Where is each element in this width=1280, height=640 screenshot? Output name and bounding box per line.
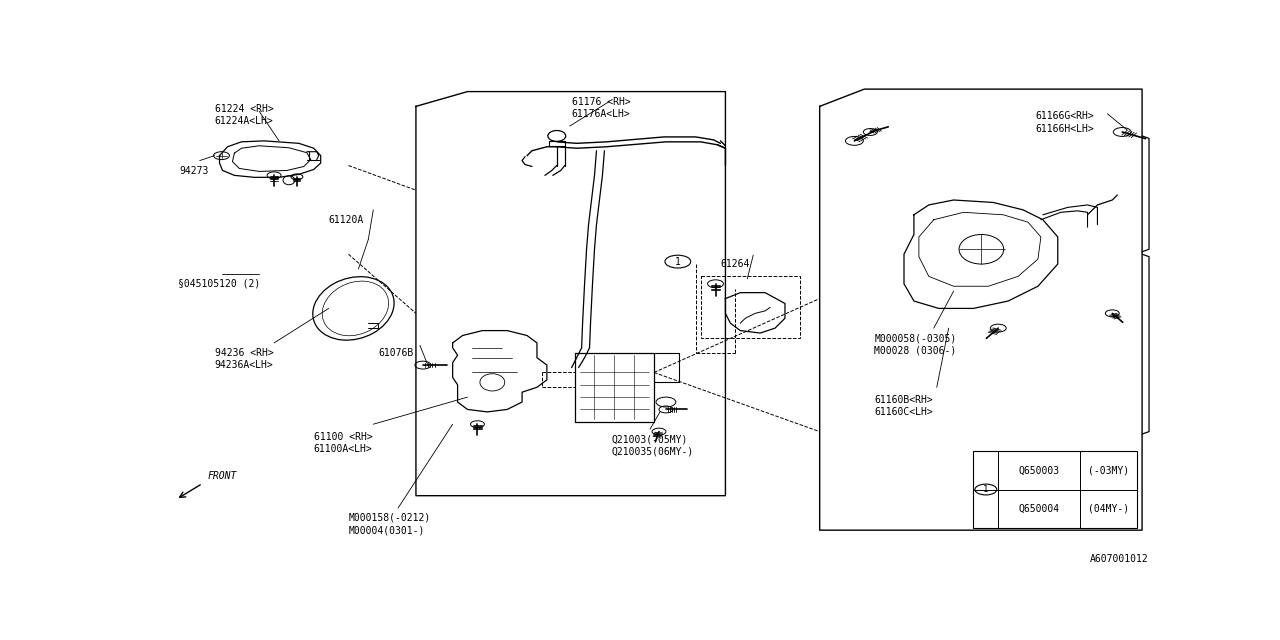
Text: (04MY-): (04MY-) (1088, 504, 1129, 514)
Text: 61166G<RH>
61166H<LH>: 61166G<RH> 61166H<LH> (1036, 111, 1093, 134)
Text: M000058(-0305)
M00028 (0306-): M000058(-0305) M00028 (0306-) (874, 333, 956, 355)
Text: (-03MY): (-03MY) (1088, 465, 1129, 476)
Text: 94273: 94273 (179, 166, 209, 175)
Text: Q650003: Q650003 (1019, 465, 1060, 476)
Text: Q650004: Q650004 (1019, 504, 1060, 514)
Text: 61076B: 61076B (379, 348, 413, 358)
Text: 94236 <RH>
94236A<LH>: 94236 <RH> 94236A<LH> (215, 348, 274, 370)
Text: Q21003(-05MY)
Q210035(06MY-): Q21003(-05MY) Q210035(06MY-) (612, 434, 694, 456)
Text: A607001012: A607001012 (1091, 554, 1149, 564)
Text: 61224 <RH>
61224A<LH>: 61224 <RH> 61224A<LH> (215, 104, 274, 126)
Text: FRONT: FRONT (207, 471, 237, 481)
Text: 61100 <RH>
61100A<LH>: 61100 <RH> 61100A<LH> (314, 431, 372, 454)
Text: 61176 <RH>
61176A<LH>: 61176 <RH> 61176A<LH> (572, 97, 631, 119)
Text: §045105120 (2): §045105120 (2) (178, 279, 260, 289)
Text: 61160B<RH>
61160C<LH>: 61160B<RH> 61160C<LH> (874, 395, 933, 417)
Text: 1: 1 (983, 485, 988, 494)
Text: M000158(-0212)
M00004(0301-): M000158(-0212) M00004(0301-) (348, 513, 431, 535)
Text: 61264: 61264 (721, 259, 750, 269)
Text: 61120A: 61120A (329, 215, 364, 225)
Text: 1: 1 (675, 257, 681, 267)
